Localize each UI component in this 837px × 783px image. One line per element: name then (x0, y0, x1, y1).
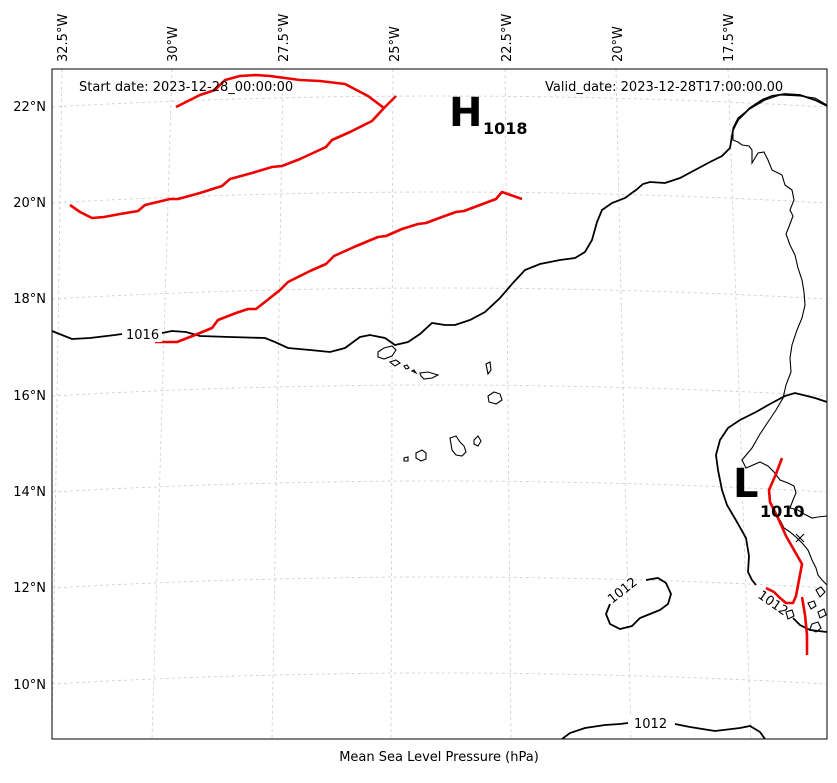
high-pressure-value: 1018 (483, 119, 528, 138)
grid-lon-25 (390, 69, 394, 739)
island-sal (485, 361, 492, 376)
lon-tick-label: 20°W (611, 26, 626, 62)
island-sao-vicente (388, 359, 401, 367)
isobar-label-bg (630, 715, 672, 731)
island-santo-antao (377, 345, 397, 360)
grid-lon-20 (615, 69, 632, 739)
grid-lon-32-5 (52, 69, 63, 739)
grid-lat-10 (52, 672, 827, 685)
lon-tick-label: 30°W (166, 26, 181, 62)
isobar-label-1016: 1016 (126, 328, 159, 343)
grid-lon-30 (151, 69, 173, 739)
map-xlabel: Mean Sea Level Pressure (hPa) (339, 750, 539, 765)
grid-lat-16 (52, 384, 827, 397)
island-boa-vista (487, 391, 503, 405)
high-pressure-letter: H (449, 90, 482, 136)
cape-verde-islands (377, 345, 503, 462)
isobar-1016 (52, 93, 827, 353)
island-maio (473, 435, 482, 447)
grid-lat-12 (52, 576, 827, 589)
grid-lat-14 (52, 480, 827, 493)
front-line-upper (69, 95, 397, 220)
bijagos-islands (785, 586, 827, 633)
grid-lat-18 (52, 287, 827, 300)
front-line-east (765, 457, 809, 655)
cross-marker (795, 533, 805, 543)
low-pressure-value: 1010 (760, 502, 805, 521)
guinea-coastline (779, 519, 827, 586)
lon-tick-label: 17.5°W (722, 14, 737, 62)
low-pressure-letter: L (733, 461, 759, 507)
isobar-1012-loop (605, 577, 672, 630)
island-santa-luzia (403, 364, 410, 370)
island-santiago (449, 435, 467, 457)
isobar-label-bg (124, 326, 162, 342)
grid-lon-22-5 (504, 69, 512, 739)
valid-date-text: Valid_date: 2023-12-28T17:00:00.00 (545, 80, 783, 95)
lon-tick-label: 25°W (388, 26, 403, 62)
gridlines (52, 69, 827, 739)
lat-tick-label: 22°N (13, 100, 46, 115)
isobar-1012-north-tail (792, 617, 827, 633)
lat-tick-label: 18°N (13, 292, 46, 307)
island-sao-nicolau (410, 369, 440, 380)
lat-tick-label: 14°N (13, 485, 46, 500)
map-frame (51, 68, 828, 740)
lat-tick-label: 20°N (13, 196, 46, 211)
isobar-1012-south (561, 722, 766, 739)
africa-coastline (732, 94, 827, 519)
lat-tick-label: 12°N (13, 581, 46, 596)
front-line-lower (155, 190, 523, 344)
start-date-text: Start date: 2023-12-28_00:00:00 (79, 80, 293, 95)
grid-lon-17-5 (727, 69, 752, 739)
lat-tick-label: 16°N (13, 389, 46, 404)
lon-tick-label: 22.5°W (500, 14, 515, 62)
isobar-label-1012-south: 1012 (634, 717, 667, 732)
grid-lon-27-5 (271, 69, 284, 739)
front-line-top (175, 73, 385, 110)
grid-lat-20 (52, 191, 827, 204)
island-brava (403, 456, 409, 462)
lat-tick-label: 10°N (13, 678, 46, 693)
grid-lat-22 (52, 95, 827, 108)
lon-tick-label: 32.5°W (56, 14, 71, 62)
longitude-ticks: 32.5°W 30°W 27.5°W 25°W 22.5°W 20°W 17.5… (56, 14, 737, 62)
lon-tick-label: 27.5°W (277, 14, 292, 62)
isobar-1012-north (715, 392, 827, 586)
latitude-ticks: 22°N 20°N 18°N 16°N 14°N 12°N 10°N (13, 100, 46, 693)
island-fogo (415, 449, 427, 462)
